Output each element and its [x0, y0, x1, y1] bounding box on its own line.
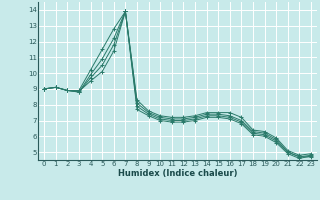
X-axis label: Humidex (Indice chaleur): Humidex (Indice chaleur): [118, 169, 237, 178]
